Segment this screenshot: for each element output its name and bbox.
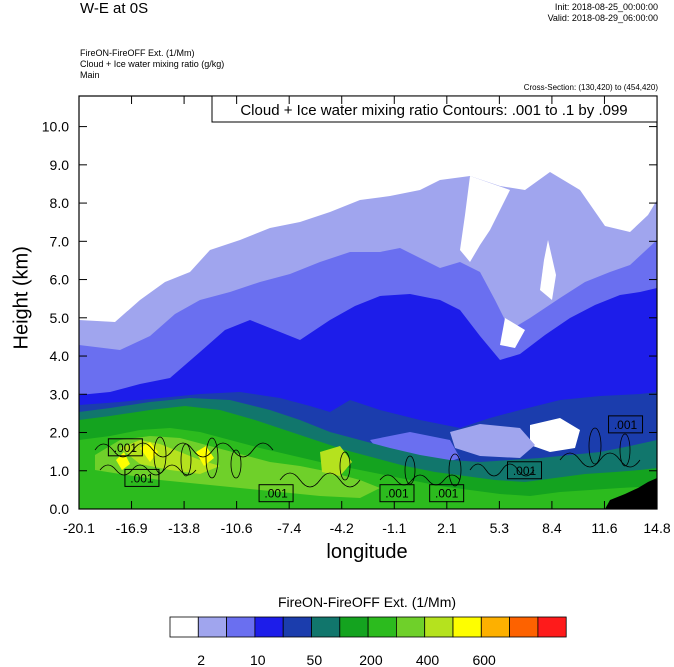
contour-label: .001 xyxy=(385,487,409,501)
x-tick-label: -10.6 xyxy=(221,520,253,536)
contour-label-box xyxy=(429,484,465,503)
chart-title: W-E at 0S xyxy=(80,0,149,17)
x-tick-label: 14.8 xyxy=(643,520,670,536)
cross-section-label: Cross-Section: (130,420) to (454,420) xyxy=(523,83,658,92)
contour-label-box xyxy=(107,438,143,457)
contour-label-box xyxy=(258,484,294,503)
colorbar-swatch xyxy=(197,616,228,638)
x-axis-label: longitude xyxy=(326,541,408,563)
shaded-field xyxy=(79,96,657,509)
x-tick-label: -4.2 xyxy=(330,520,354,536)
colorbar-label: 600 xyxy=(472,652,496,667)
y-axis-label: Height (km) xyxy=(10,246,33,350)
x-tick-label: -13.8 xyxy=(168,520,200,536)
colorbar-title: FireON-FireOFF Ext. (1/Mm) xyxy=(277,594,457,610)
y-tick-label: 3.0 xyxy=(50,386,70,402)
colorbar-swatch xyxy=(282,616,312,638)
contour-label: .001 xyxy=(614,418,638,432)
colorbar-label: 10 xyxy=(250,652,266,667)
x-tick-label: 5.3 xyxy=(490,520,510,536)
y-tick-label: 7.0 xyxy=(50,233,70,249)
x-tick-label: -16.9 xyxy=(116,520,148,536)
y-tick-label: 10.0 xyxy=(42,119,69,135)
field-3: Main xyxy=(80,70,100,80)
contour-label-box xyxy=(379,484,415,503)
colorbar-swatch xyxy=(424,616,454,638)
colorbar-swatch xyxy=(339,616,369,638)
colorbar-label: 200 xyxy=(359,652,383,667)
x-tick-label: 2.1 xyxy=(437,520,457,536)
colorbar-swatch xyxy=(452,616,482,638)
contour-note-box xyxy=(211,95,658,123)
colorbar: 2 10 50 200 400 600 xyxy=(169,616,567,667)
contour-lines xyxy=(94,427,641,488)
contour-labels: .001 .001 .001 .001 .001 .001 .001 xyxy=(107,415,644,503)
colorbar-swatch xyxy=(537,616,567,638)
valid-time: Valid: 2018-08-29_06:00:00 xyxy=(547,13,658,23)
field-2: Cloud + Ice water mixing ratio (g/kg) xyxy=(80,59,225,69)
time-info: Init: 2018-08-25_00:00:00 Valid: 2018-08… xyxy=(548,2,658,24)
y-tick-label: 6.0 xyxy=(50,272,70,288)
colorbar-swatch xyxy=(254,616,284,638)
contour-label: .001 xyxy=(264,487,288,501)
y-tick-label: 2.0 xyxy=(50,425,70,441)
x-tick-label: -1.1 xyxy=(382,520,406,536)
init-time: Init: 2018-08-25_00:00:00 xyxy=(554,2,658,12)
contour-label: .001 xyxy=(513,464,537,478)
colorbar-label: 2 xyxy=(197,652,205,667)
colorbar-swatch xyxy=(509,616,539,638)
x-tick-label: 11.6 xyxy=(591,520,617,536)
contour-label: .001 xyxy=(114,441,138,455)
contour-note: Cloud + Ice water mixing ratio Contours:… xyxy=(240,102,627,119)
x-tick-label: -7.4 xyxy=(277,520,301,536)
y-tick-label: 0.0 xyxy=(50,501,70,517)
y-tick-label: 4.0 xyxy=(50,348,70,364)
y-tick-label: 9.0 xyxy=(50,157,70,173)
colorbar-swatch xyxy=(480,616,510,638)
y-axis: 0.0 1.0 2.0 3.0 4.0 5.0 6.0 7.0 8.0 9.0 10.0 xyxy=(42,119,657,517)
x-tick-label: 8.4 xyxy=(542,520,562,536)
x-tick-label: -20.1 xyxy=(63,520,95,536)
contour-label-box xyxy=(507,461,543,480)
field-info: FireON-FireOFF Ext. (1/Mm) Cloud + Ice w… xyxy=(80,48,224,81)
contour-label: .001 xyxy=(130,471,154,485)
x-axis: -20.1 -16.9 -13.8 -10.6 -7.4 -4.2 -1.1 2.1 5.3 8.… xyxy=(63,96,671,536)
y-tick-label: 1.0 xyxy=(50,463,70,479)
colorbar-swatch xyxy=(169,616,199,638)
field-1: FireON-FireOFF Ext. (1/Mm) xyxy=(80,48,195,58)
colorbar-swatch xyxy=(311,616,341,638)
contour-label: .001 xyxy=(435,487,459,501)
contour-label-box xyxy=(124,468,160,487)
colorbar-swatch xyxy=(226,616,256,638)
colorbar-label: 50 xyxy=(307,652,323,667)
colorbar-label: 400 xyxy=(416,652,440,667)
contour-label-box xyxy=(608,415,644,434)
terrain xyxy=(605,478,657,509)
y-tick-label: 5.0 xyxy=(50,310,70,326)
y-tick-label: 8.0 xyxy=(50,195,70,211)
colorbar-swatch xyxy=(367,616,397,638)
colorbar-swatch xyxy=(395,616,426,638)
